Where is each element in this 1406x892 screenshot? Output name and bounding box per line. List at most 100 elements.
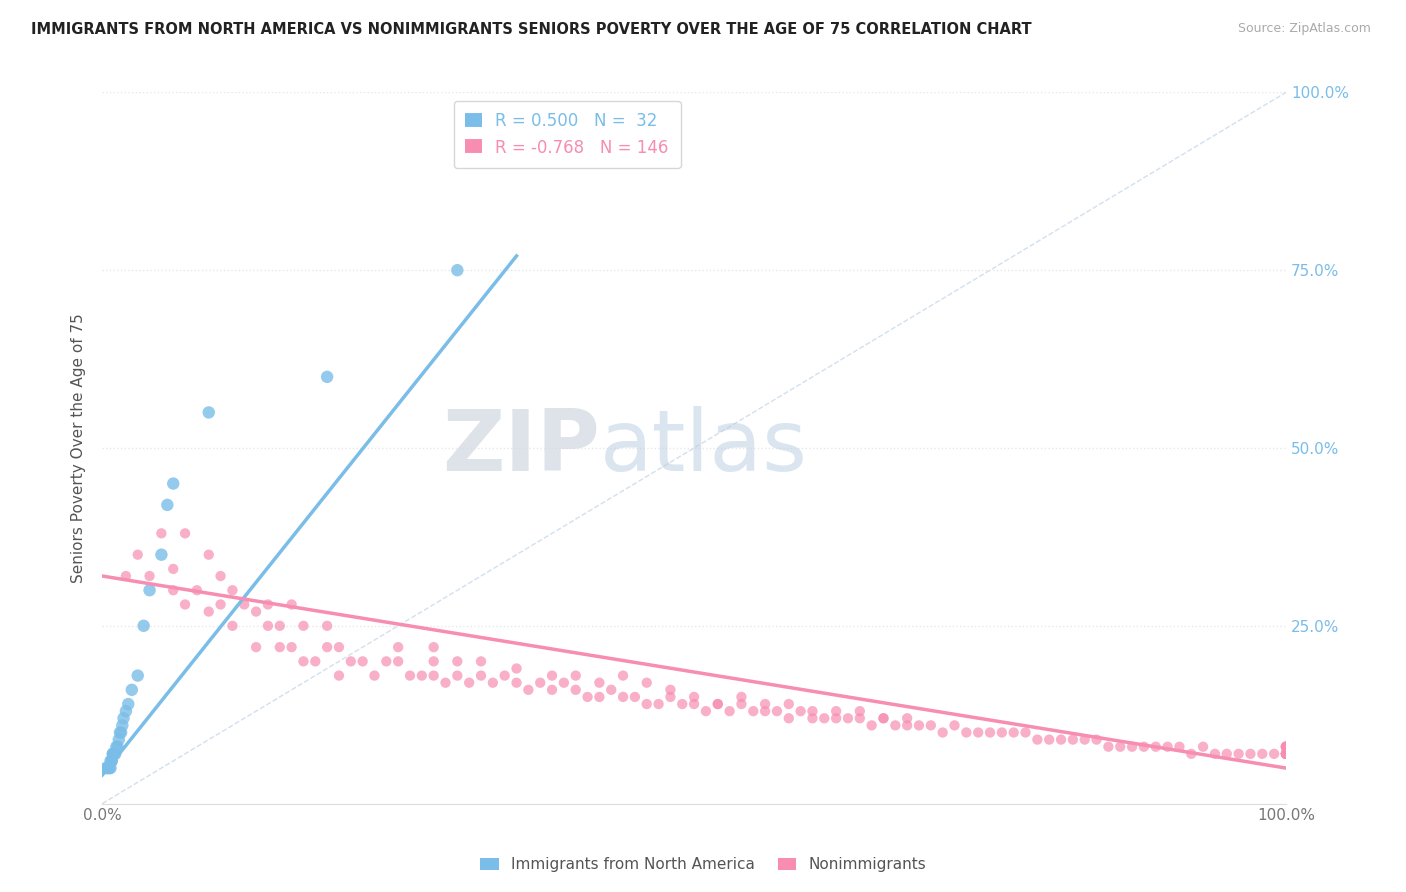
Point [209, 598, 232, 612]
Point [991, 725, 1014, 739]
Point [1050, 732, 1073, 747]
Point [1275, 739, 1298, 754]
Point [257, 619, 280, 633]
Point [931, 725, 953, 739]
Point [1275, 739, 1298, 754]
Point [1085, 732, 1108, 747]
Point [104, 747, 127, 761]
Text: ZIP: ZIP [441, 407, 599, 490]
Point [101, 747, 124, 761]
Point [197, 605, 219, 619]
Point [174, 598, 197, 612]
Point [825, 711, 848, 725]
Legend: R = 0.500   N =  32, R = -0.768   N = 146: R = 0.500 N = 32, R = -0.768 N = 146 [454, 101, 681, 169]
Point [849, 711, 872, 725]
Point [340, 654, 363, 668]
Point [110, 725, 132, 739]
Point [1251, 747, 1274, 761]
Point [1275, 739, 1298, 754]
Point [132, 619, 155, 633]
Point [105, 739, 128, 754]
Point [541, 668, 564, 682]
Point [269, 640, 291, 654]
Point [363, 668, 385, 682]
Point [706, 697, 728, 711]
Y-axis label: Seniors Poverty Over the Age of 75: Seniors Poverty Over the Age of 75 [72, 313, 86, 582]
Point [162, 476, 184, 491]
Point [100, 754, 122, 768]
Point [564, 682, 586, 697]
Point [98, 761, 121, 775]
Point [103, 747, 125, 761]
Point [505, 661, 527, 675]
Point [789, 704, 811, 718]
Point [150, 526, 173, 541]
Point [1180, 747, 1202, 761]
Point [1275, 739, 1298, 754]
Point [1062, 732, 1084, 747]
Text: IMMIGRANTS FROM NORTH AMERICA VS NONIMMIGRANTS SENIORS POVERTY OVER THE AGE OF 7: IMMIGRANTS FROM NORTH AMERICA VS NONIMMI… [31, 22, 1032, 37]
Point [107, 732, 129, 747]
Point [94, 761, 117, 775]
Point [1168, 739, 1191, 754]
Point [1275, 747, 1298, 761]
Point [1121, 739, 1143, 754]
Point [908, 718, 931, 732]
Point [127, 668, 149, 682]
Point [967, 725, 990, 739]
Point [100, 761, 122, 775]
Point [422, 640, 444, 654]
Point [422, 654, 444, 668]
Point [1144, 739, 1167, 754]
Point [1263, 747, 1285, 761]
Point [813, 711, 835, 725]
Point [801, 704, 824, 718]
Point [1275, 739, 1298, 754]
Point [107, 739, 129, 754]
Point [636, 697, 658, 711]
Point [221, 619, 243, 633]
Point [1275, 747, 1298, 761]
Point [233, 598, 256, 612]
Point [896, 711, 918, 725]
Point [683, 690, 706, 704]
Point [671, 697, 693, 711]
Point [245, 605, 267, 619]
Point [221, 583, 243, 598]
Point [458, 675, 481, 690]
Point [1073, 732, 1095, 747]
Point [316, 619, 339, 633]
Point [754, 697, 776, 711]
Point [280, 640, 302, 654]
Point [588, 690, 610, 704]
Point [576, 690, 599, 704]
Point [1002, 725, 1025, 739]
Point [446, 263, 468, 277]
Point [1204, 747, 1226, 761]
Point [1275, 747, 1298, 761]
Point [541, 682, 564, 697]
Point [1227, 747, 1250, 761]
Point [328, 640, 350, 654]
Point [588, 675, 610, 690]
Point [742, 704, 765, 718]
Point [943, 718, 966, 732]
Point [434, 675, 457, 690]
Point [659, 682, 682, 697]
Point [352, 654, 374, 668]
Point [754, 704, 776, 718]
Point [446, 668, 468, 682]
Point [328, 668, 350, 682]
Point [97, 761, 120, 775]
Point [706, 697, 728, 711]
Point [411, 668, 433, 682]
Point [683, 697, 706, 711]
Text: atlas: atlas [599, 407, 807, 490]
Point [1239, 747, 1261, 761]
Point [837, 711, 859, 725]
Point [1192, 739, 1215, 754]
Point [100, 754, 122, 768]
Point [647, 697, 669, 711]
Point [422, 668, 444, 682]
Point [1275, 747, 1298, 761]
